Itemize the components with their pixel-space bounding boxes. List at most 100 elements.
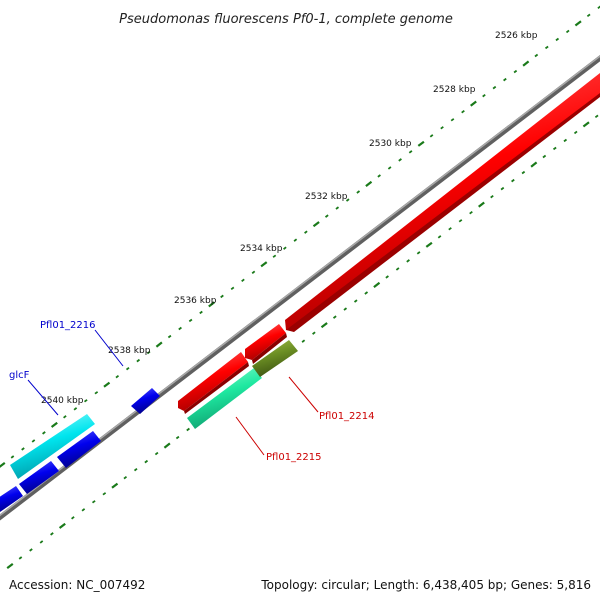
inner-scale-tick	[71, 516, 75, 520]
inner-scale-tick	[530, 161, 538, 168]
scale-label-2536: 2536 kbp	[174, 296, 217, 306]
outer-scale-tick	[220, 294, 224, 299]
gene-forward-small[interactable]	[178, 352, 248, 411]
gene-reverse-3[interactable]	[0, 486, 23, 512]
outer-scale-tick	[440, 126, 444, 130]
reverse-strand-genes	[0, 388, 160, 512]
inner-scale-tick	[425, 241, 433, 248]
outer-scale-tick	[178, 326, 182, 331]
inner-scale-tick	[39, 540, 44, 544]
outer-scale-tick	[21, 447, 25, 451]
inner-scale-tick	[385, 275, 389, 279]
inner-scale-tick	[469, 210, 473, 215]
outer-scale-tick	[417, 140, 425, 147]
outer-scale-tick	[408, 150, 413, 154]
gene-forward-mid[interactable]	[245, 324, 286, 360]
label-leaders	[27, 329, 319, 456]
gene-pfl01-2215[interactable]	[187, 368, 262, 429]
gene-label-pfl01-2215[interactable]: Pfl01_2215	[266, 452, 322, 463]
outer-scale-tick	[103, 381, 111, 388]
inner-scale-tick	[364, 291, 369, 295]
scale-label-2528: 2528 kbp	[433, 85, 476, 95]
inner-scale-tick	[111, 482, 119, 489]
inner-scale-tick	[343, 307, 348, 311]
scale-label-2530: 2530 kbp	[369, 139, 412, 149]
scale-label-2538: 2538 kbp	[108, 346, 151, 356]
gene-pfl01-2214[interactable]	[252, 340, 298, 377]
outer-scale-tick	[312, 221, 320, 228]
outer-scale-tick	[429, 134, 434, 138]
outer-scale-tick	[167, 334, 172, 339]
outer-scale-tick	[94, 391, 99, 395]
inner-scale-tick	[6, 563, 14, 569]
inner-scale-tick	[186, 427, 190, 432]
outer-scale-tick	[534, 53, 539, 58]
outer-scale-tick	[241, 278, 245, 283]
outer-scale-tick	[377, 174, 381, 178]
gene-label-pfl01-2216[interactable]: Pfl01_2216	[40, 320, 96, 331]
outer-scale-tick	[10, 455, 15, 459]
outer-scale-tick	[565, 29, 570, 34]
inner-scale-tick	[521, 170, 526, 175]
outer-scale-tick	[260, 261, 268, 268]
gene-labels: Pfl01_2216 glcF Pfl01_2214 Pfl01_2215	[9, 320, 375, 463]
accession-text: Accession: NC_007492	[9, 578, 146, 592]
outer-scale-tick	[345, 198, 350, 202]
outer-scale-tick	[50, 421, 58, 428]
outer-scale-tick	[461, 109, 465, 114]
gene-reverse-1[interactable]	[57, 431, 101, 468]
inner-scale-tick	[395, 267, 400, 271]
scale-labels: 2526 kbp 2528 kbp 2530 kbp 2532 kbp 2534…	[41, 31, 538, 406]
inner-scale-tick	[353, 299, 358, 303]
inner-scale-tick	[373, 281, 381, 288]
outer-scale-tick	[136, 358, 141, 363]
inner-scale-tick	[406, 259, 410, 263]
inner-scale-tick	[29, 548, 33, 552]
inner-scale-tick	[573, 130, 578, 135]
inner-scale-tick	[490, 194, 494, 199]
inner-scale-tick	[448, 227, 452, 231]
outer-scale-tick	[522, 60, 530, 67]
outer-scale-tick	[272, 254, 277, 258]
inner-scale-tick	[301, 339, 306, 343]
inner-scale-tick	[542, 154, 547, 159]
outer-scale-tick	[356, 190, 361, 194]
inner-scale-tick	[458, 219, 463, 223]
outer-scale-tick	[73, 407, 78, 411]
outer-scale-tick	[146, 350, 151, 355]
gene-label-glcf[interactable]: glcF	[9, 370, 30, 381]
outer-scale-tick	[470, 100, 477, 107]
gene-forward-long-top[interactable]	[285, 73, 600, 330]
scale-label-2526: 2526 kbp	[495, 31, 538, 41]
inner-scale-tick	[500, 186, 505, 191]
outer-scale-tick	[492, 85, 497, 90]
inner-scale-tick	[332, 315, 337, 319]
outer-scale-tick	[42, 431, 46, 435]
outer-scale-tick	[230, 286, 235, 291]
inner-scale-tick	[478, 201, 485, 208]
inner-scale-tick	[50, 532, 54, 536]
map-title: Pseudomonas fluorescens Pf0-1, complete …	[119, 12, 453, 27]
inner-scale-tick	[312, 331, 316, 335]
inner-scale-tick	[58, 522, 66, 529]
inner-scale-tick	[91, 500, 96, 504]
outer-scale-tick	[304, 230, 308, 234]
outer-scale-tick	[574, 20, 582, 27]
outer-scale-tick	[208, 301, 215, 308]
outer-scale-tick	[125, 366, 130, 371]
inner-scale-tick	[552, 146, 557, 151]
gene-reverse-isolated[interactable]	[131, 388, 160, 414]
inner-scale-tick	[81, 508, 86, 512]
inner-scale-tick	[102, 492, 107, 496]
gene-glcf[interactable]	[10, 414, 95, 479]
inner-scale-tick	[154, 451, 159, 456]
outer-scale-tick	[251, 270, 256, 275]
outer-scale-tick	[450, 118, 455, 122]
outer-scale-tick	[188, 318, 193, 323]
inner-scale-tick	[320, 322, 328, 329]
gene-label-pfl01-2214[interactable]: Pfl01_2214	[319, 411, 375, 422]
gene-reverse-2[interactable]	[19, 461, 59, 494]
inner-scale-tick	[123, 475, 128, 480]
outer-scale-tick	[0, 462, 6, 468]
